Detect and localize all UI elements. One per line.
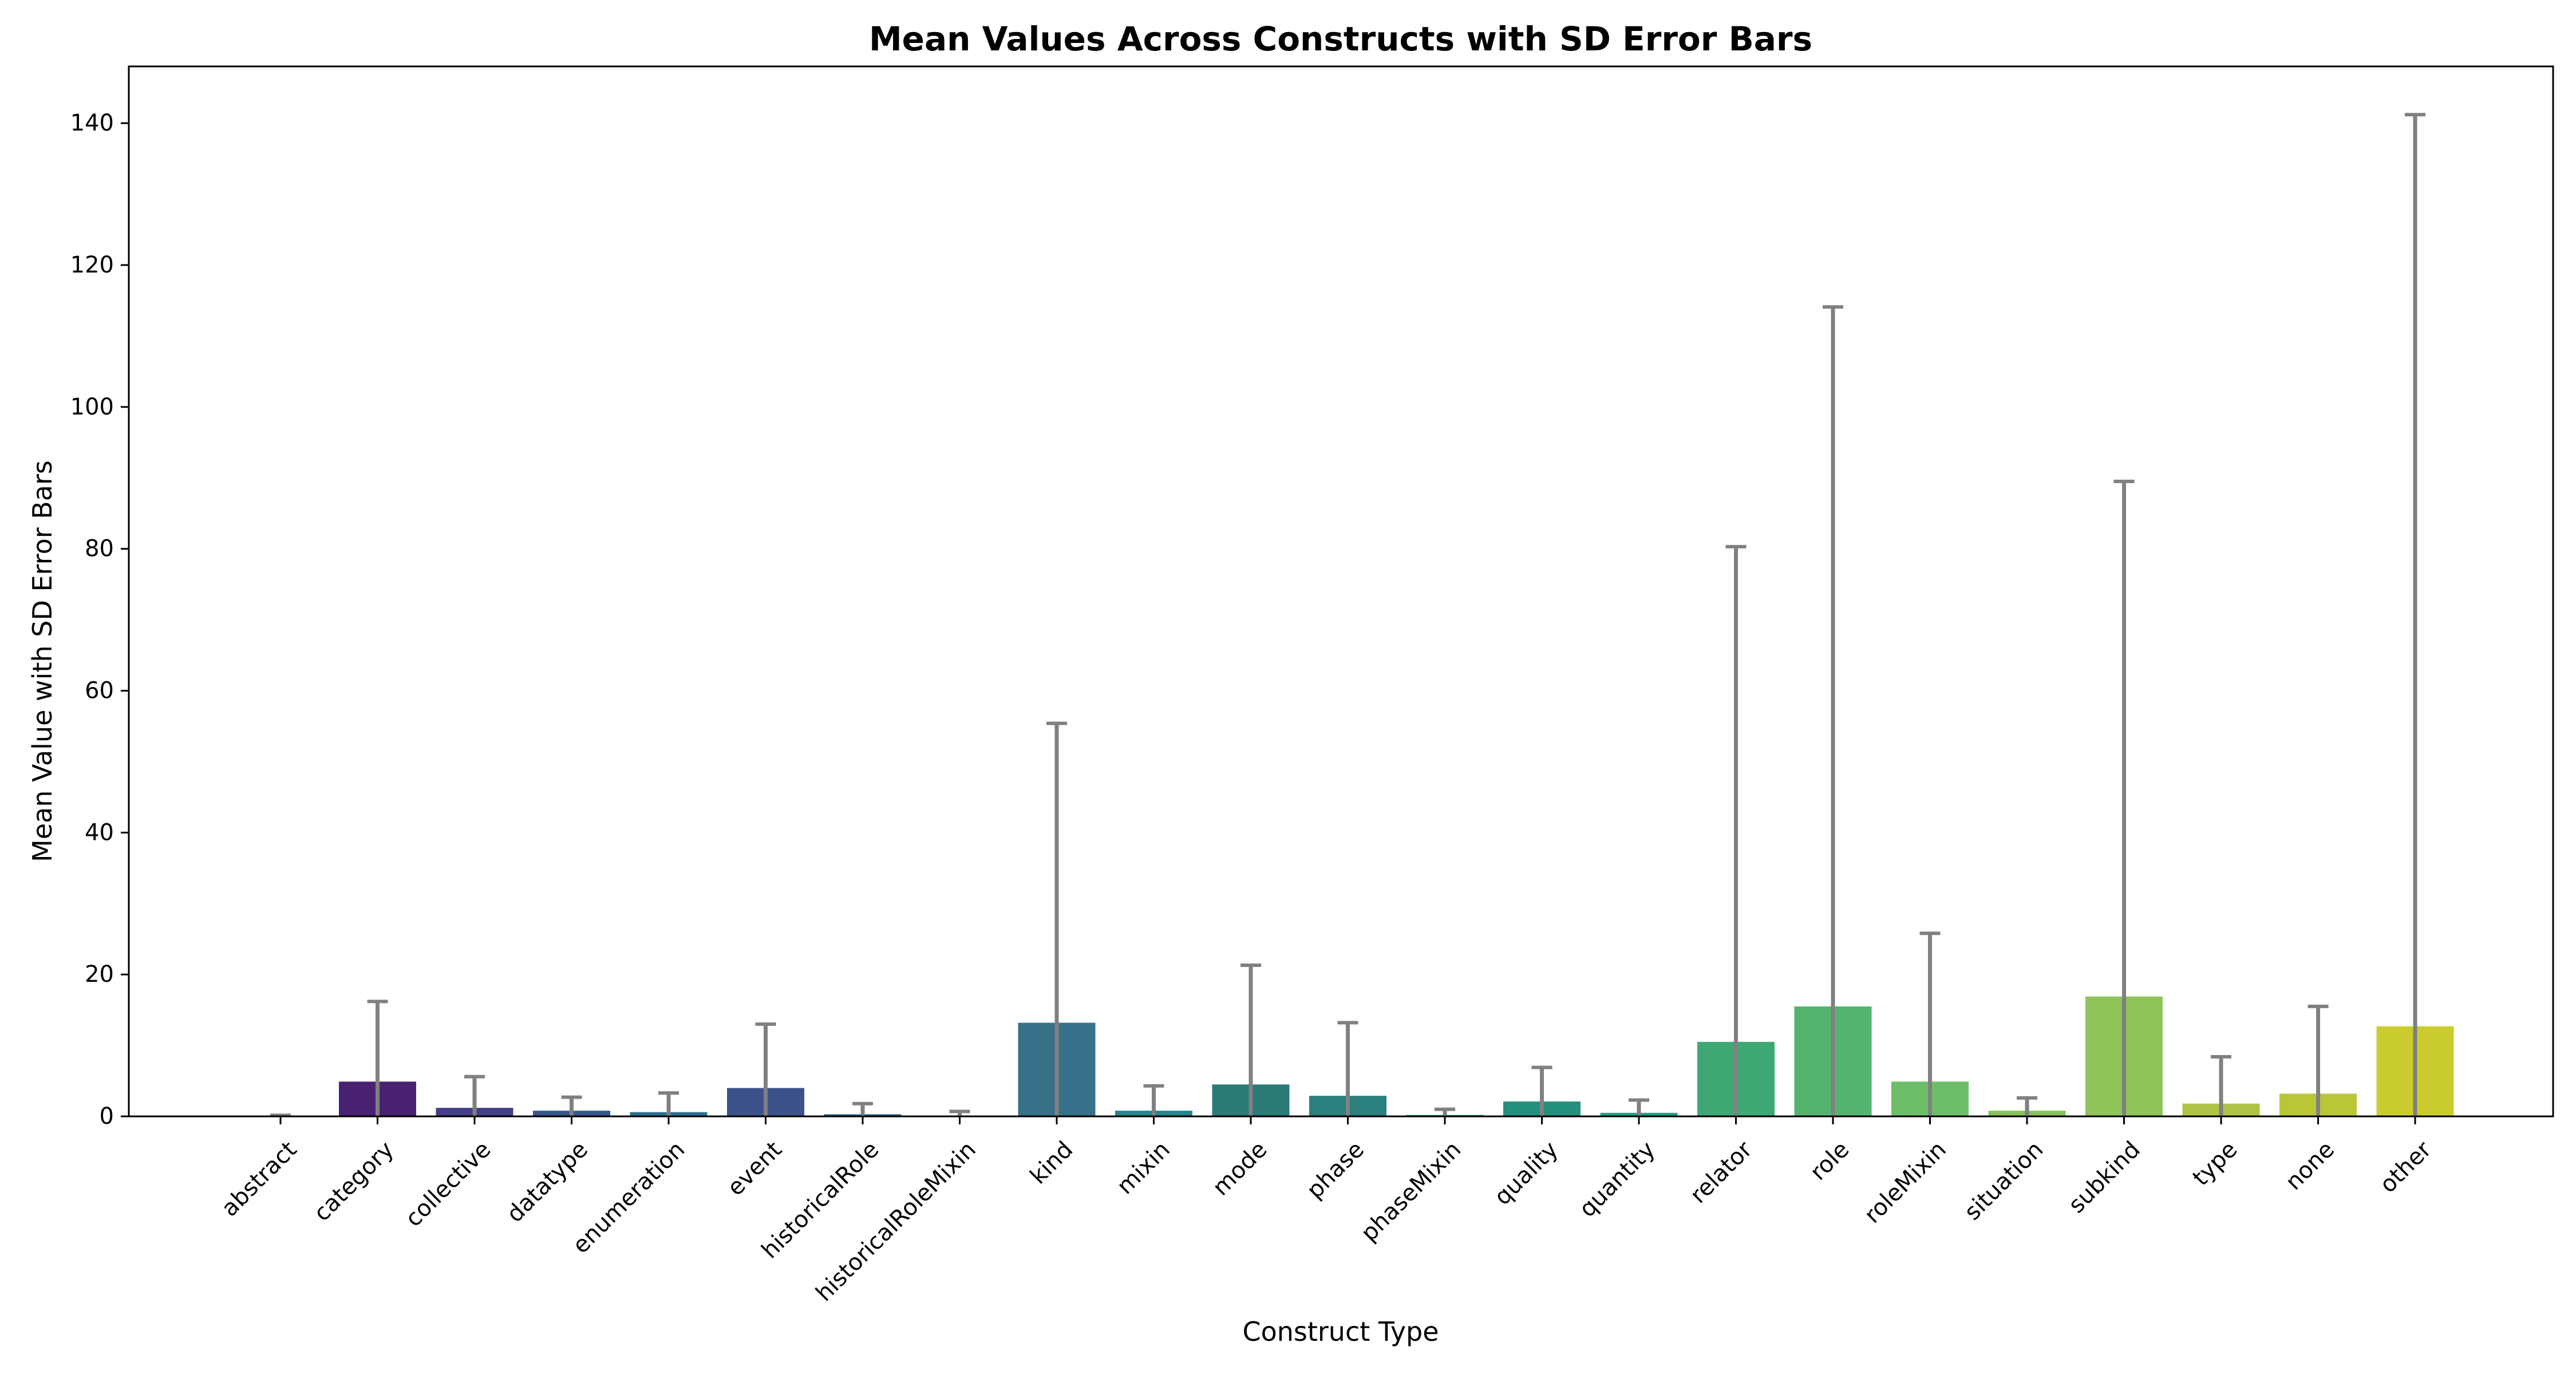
x-tick-label-phase: phase: [1302, 1136, 1369, 1204]
x-tick-label-abstract: abstract: [216, 1136, 302, 1222]
y-tick-label-40: 40: [85, 819, 114, 846]
y-tick-label-120: 120: [70, 252, 114, 278]
x-tick-label-mixin: mixin: [1112, 1136, 1175, 1199]
plot-area-frame: [128, 65, 2554, 1118]
error-bar-collective: [464, 1075, 485, 1116]
error-bar-enumeration: [658, 1091, 679, 1116]
error-bars-layer: [270, 113, 2425, 1118]
x-tick-label-other: other: [2375, 1136, 2437, 1198]
y-tick-label-100: 100: [70, 394, 114, 420]
x-tick-label-mode: mode: [1208, 1136, 1273, 1201]
error-bar-quantity: [1629, 1098, 1649, 1116]
x-tick-label-event: event: [722, 1136, 787, 1201]
x-tick-label-datatype: datatype: [502, 1136, 593, 1227]
x-axis: abstract category collective datatypeenumer…: [216, 1116, 2437, 1306]
y-tick-label-0: 0: [100, 1103, 114, 1130]
y-tick-label-140: 140: [70, 110, 114, 136]
error-bar-other: [2405, 113, 2425, 1116]
error-bar-event: [755, 1022, 776, 1116]
x-tick-label-quantity: quantity: [1574, 1136, 1660, 1222]
y-axis: 0 20 40 60 80 100 120 140: [70, 110, 129, 1130]
error-bar-kind: [1046, 721, 1067, 1116]
x-tick-label-quality: quality: [1490, 1136, 1563, 1210]
y-tick-label-20: 20: [85, 961, 114, 988]
x-tick-label-category: category: [309, 1136, 399, 1227]
x-tick-label-none: none: [2281, 1136, 2340, 1195]
chart-title: Mean Values Across Constructs with SD Er…: [869, 19, 1812, 58]
error-bar-quality: [1531, 1065, 1552, 1116]
error-bar-roleMixin: [1919, 931, 1941, 1116]
error-bar-relator: [1725, 544, 1747, 1116]
x-tick-label-phaseMixin: phaseMixin: [1356, 1136, 1467, 1247]
x-tick-label-roleMixin: roleMixin: [1859, 1136, 1951, 1229]
error-bar-type: [2211, 1055, 2231, 1116]
error-bar-phaseMixin: [1435, 1107, 1455, 1116]
x-tick-label-historicalRoleMixin: historicalRoleMixin: [811, 1136, 981, 1306]
x-tick-label-situation: situation: [1959, 1136, 2049, 1226]
x-tick-label-collective: collective: [400, 1136, 496, 1232]
x-tick-label-relator: relator: [1685, 1136, 1758, 1209]
y-tick-label-80: 80: [85, 536, 114, 562]
x-tick-label-type: type: [2188, 1136, 2243, 1191]
error-bar-mode: [1240, 964, 1261, 1116]
error-bar-category: [367, 1000, 388, 1116]
error-bar-phase: [1337, 1021, 1358, 1116]
x-tick-label-subkind: subkind: [2064, 1136, 2146, 1218]
y-axis-label: Mean Value with SD Error Bars: [27, 460, 58, 862]
error-bar-situation: [2017, 1096, 2037, 1116]
error-bar-role: [1823, 305, 1843, 1116]
error-bar-datatype: [561, 1095, 582, 1116]
x-tick-label-kind: kind: [1025, 1136, 1078, 1190]
y-tick-label-60: 60: [85, 677, 114, 704]
error-bar-mixin: [1143, 1084, 1164, 1116]
x-tick-label-role: role: [1805, 1136, 1854, 1186]
error-bar-historicalRole: [852, 1101, 873, 1116]
error-bar-none: [2308, 1004, 2329, 1116]
error-bar-subkind: [2113, 479, 2135, 1116]
x-axis-label: Construct Type: [1242, 1316, 1439, 1347]
